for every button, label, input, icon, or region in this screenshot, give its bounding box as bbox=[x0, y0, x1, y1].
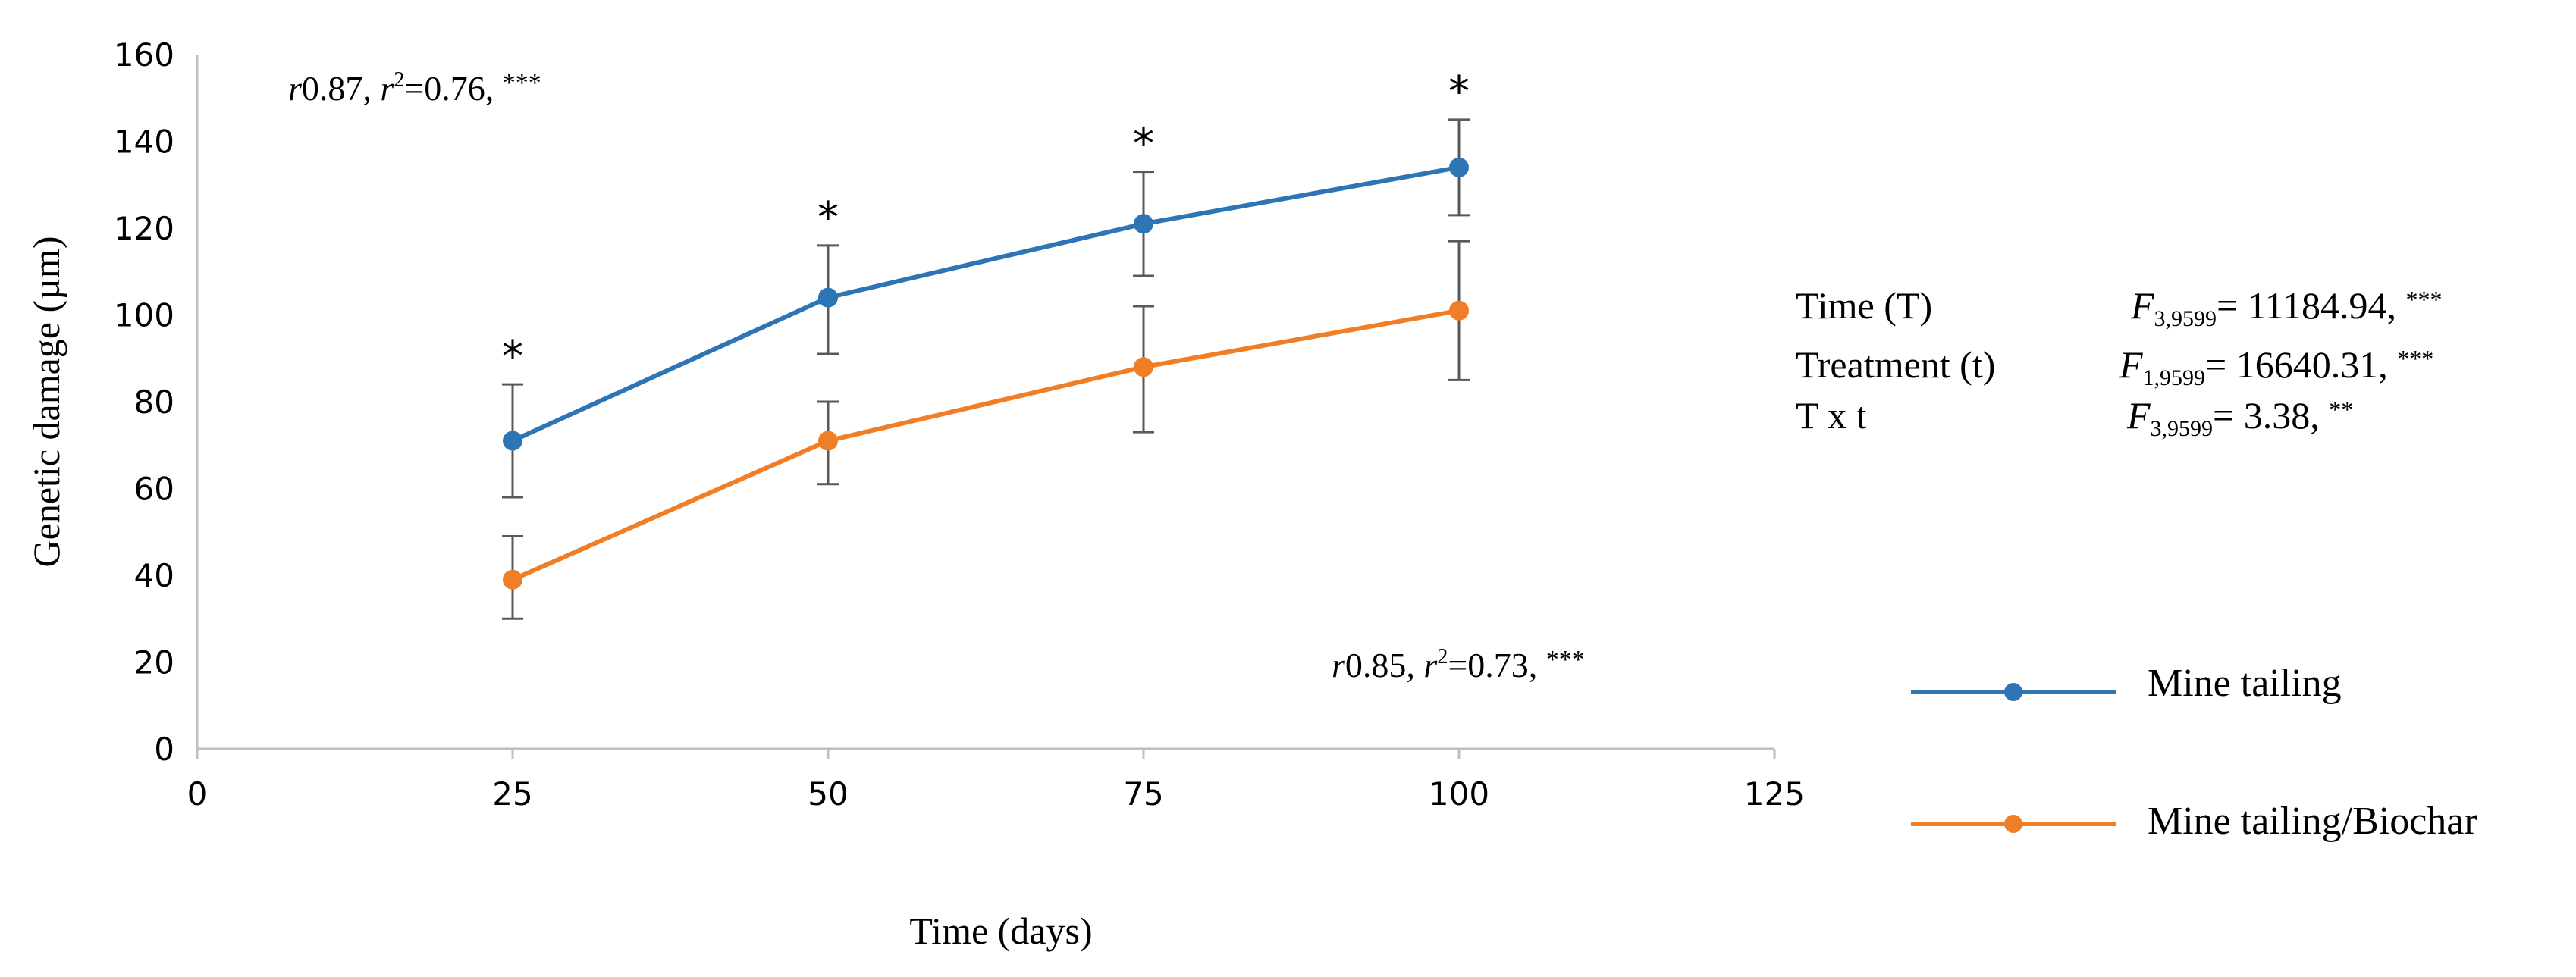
significance-marker: * bbox=[502, 332, 523, 381]
data-point bbox=[503, 569, 522, 590]
significance-marker: * bbox=[1448, 67, 1470, 117]
y-tick-label: 100 bbox=[114, 297, 174, 334]
stat-value-interaction: F3,9599= 3.38, ** bbox=[2126, 394, 2353, 441]
significance-marker: * bbox=[1133, 120, 1154, 169]
data-point bbox=[1134, 214, 1153, 234]
x-tick-label: 25 bbox=[492, 775, 532, 813]
x-tick-label: 125 bbox=[1744, 775, 1805, 813]
data-point bbox=[503, 431, 522, 451]
y-tick-label: 60 bbox=[134, 471, 174, 508]
legend-label-mine-tailing-biochar: Mine tailing/Biochar bbox=[2148, 800, 2477, 843]
x-tick-label: 75 bbox=[1123, 775, 1163, 813]
correlation-annotation-top: r0.87, r2=0.76, *** bbox=[288, 68, 541, 108]
series-1 bbox=[502, 240, 1470, 620]
y-tick-label: 20 bbox=[134, 644, 174, 681]
legend-marker-mine-tailing-biochar bbox=[2004, 815, 2022, 833]
data-point bbox=[1449, 157, 1469, 177]
stat-value-time: F3,9599= 11184.94, *** bbox=[2130, 284, 2443, 331]
data-point bbox=[1134, 357, 1153, 377]
stat-label-time: Time (T) bbox=[1796, 284, 1932, 327]
y-axis-title: Genetic damage (µm) bbox=[25, 236, 67, 568]
legend: Mine tailing Mine tailing/Biochar bbox=[1911, 662, 2477, 843]
x-tick-label: 0 bbox=[187, 775, 208, 813]
y-tick-label: 160 bbox=[114, 36, 174, 74]
correlation-annotation-bottom: r0.85, r2=0.73, *** bbox=[1332, 645, 1585, 684]
y-tick-label: 120 bbox=[114, 210, 174, 247]
y-tick-label: 80 bbox=[134, 384, 174, 421]
y-tick-label: 40 bbox=[134, 557, 174, 594]
x-tick-label: 50 bbox=[808, 775, 848, 813]
legend-label-mine-tailing: Mine tailing bbox=[2148, 662, 2342, 705]
stat-label-interaction: T x t bbox=[1796, 394, 1867, 437]
legend-marker-mine-tailing bbox=[2004, 683, 2022, 701]
data-point bbox=[818, 287, 838, 308]
significance-marker: * bbox=[817, 193, 839, 243]
x-axis-ticks: 0 25 50 75 100 125 bbox=[187, 749, 1805, 813]
data-point bbox=[1449, 300, 1469, 321]
x-axis-title: Time (days) bbox=[909, 910, 1092, 952]
y-tick-label: 140 bbox=[114, 124, 174, 161]
stat-value-treatment: F1,9599= 16640.31, *** bbox=[2119, 343, 2433, 390]
y-axis-ticks: 0 20 40 60 80 100 120 140 160 bbox=[114, 36, 174, 768]
series-layer: * * * * bbox=[502, 67, 1470, 620]
anova-stats: Time (T) F3,9599= 11184.94, *** Treatmen… bbox=[1796, 284, 2443, 441]
data-point bbox=[818, 431, 838, 451]
x-tick-label: 100 bbox=[1429, 775, 1489, 813]
series-line bbox=[511, 164, 1460, 443]
stat-label-treatment: Treatment (t) bbox=[1796, 343, 1995, 386]
series-line bbox=[511, 308, 1460, 582]
series-0: * * * * bbox=[502, 67, 1470, 499]
y-tick-label: 0 bbox=[154, 731, 174, 768]
